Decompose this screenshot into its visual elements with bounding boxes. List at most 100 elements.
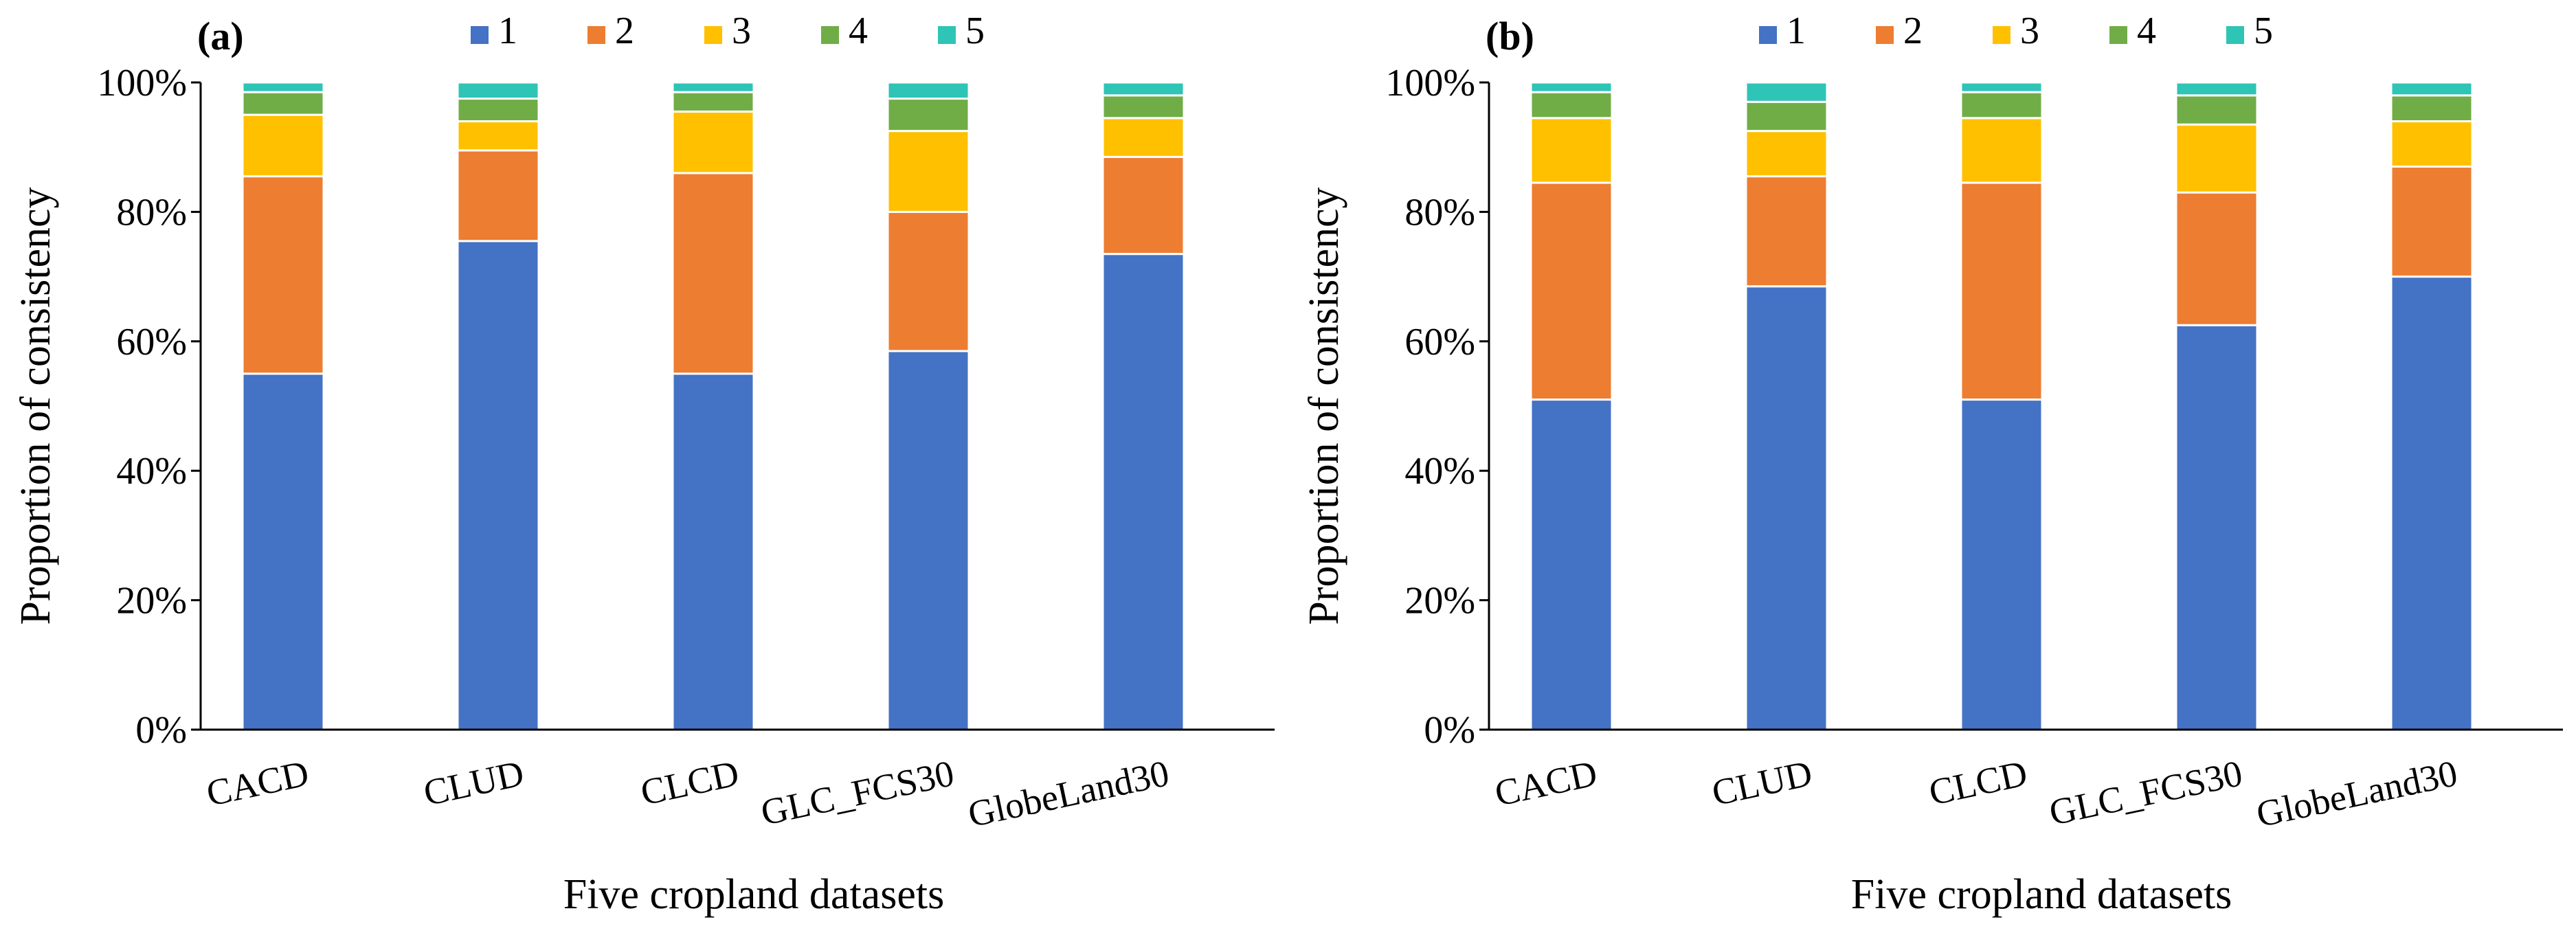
bar-cacd-series-4 bbox=[241, 91, 325, 116]
bar-clcd-series-1 bbox=[671, 372, 755, 731]
bar-cacd-series-3 bbox=[241, 113, 325, 178]
bar-globeland30-series-5 bbox=[2390, 81, 2474, 97]
bar-clcd-series-4 bbox=[1960, 91, 2043, 120]
x-category-label: CLCD bbox=[1925, 752, 2030, 813]
x-category-label: CLCD bbox=[637, 752, 742, 813]
x-category-label: GLC_FCS30 bbox=[757, 752, 957, 833]
bar-clud-series-5 bbox=[456, 81, 540, 100]
legend-swatch-3 bbox=[704, 26, 722, 44]
bar-globeland30-series-1 bbox=[2390, 276, 2474, 731]
bar-cacd-series-3 bbox=[1530, 117, 1613, 184]
bar-clcd-series-1 bbox=[1960, 398, 2043, 731]
bar-globeland30-series-2 bbox=[1101, 155, 1185, 256]
bar-clud-series-1 bbox=[456, 240, 540, 731]
bar-cacd-series-2 bbox=[1530, 181, 1613, 401]
chart-panel-b: (b) 1 2 3 4 5 0% 20% 40% 60% 80% 100% CACD CLUD CLCD GL… bbox=[1301, 10, 2563, 918]
bar-globeland30-series-4 bbox=[1101, 94, 1185, 120]
bar-globeland30-series-5 bbox=[1101, 81, 1185, 97]
bar-cacd-series-1 bbox=[1530, 398, 1613, 731]
legend-label-5: 5 bbox=[2254, 10, 2273, 52]
y-axis-title: Proportion of consistency bbox=[1301, 187, 1347, 625]
x-axis-title: Five cropland datasets bbox=[563, 871, 944, 918]
y-tick-label: 40% bbox=[116, 450, 187, 493]
legend-label-4: 4 bbox=[2137, 10, 2156, 52]
bar-cacd-series-4 bbox=[1530, 91, 1613, 120]
y-tick-label: 80% bbox=[1404, 191, 1475, 234]
x-category-label: CACD bbox=[1491, 752, 1600, 814]
bar-glc-fcs30-series-2 bbox=[886, 210, 970, 352]
panel-label: (a) bbox=[197, 14, 244, 58]
legend-swatch-1 bbox=[1759, 26, 1777, 44]
y-tick-label: 0% bbox=[1424, 709, 1475, 752]
x-axis-title: Five cropland datasets bbox=[1851, 871, 2232, 918]
bar-glc-fcs30-series-2 bbox=[2175, 191, 2259, 326]
x-category-label: CLUD bbox=[420, 752, 527, 813]
x-category-label: GlobeLand30 bbox=[965, 752, 1173, 835]
legend-swatch-5 bbox=[2226, 26, 2244, 44]
bar-clud-series-2 bbox=[456, 149, 540, 243]
y-axis-title: Proportion of consistency bbox=[12, 187, 59, 625]
legend-label-5: 5 bbox=[965, 10, 985, 52]
legend-swatch-1 bbox=[471, 26, 489, 44]
legend-label-3: 3 bbox=[732, 10, 751, 52]
legend-swatch-3 bbox=[1993, 26, 2011, 44]
bar-cacd-series-2 bbox=[241, 175, 325, 375]
bar-clcd-series-5 bbox=[671, 81, 755, 93]
bar-clcd-series-3 bbox=[1960, 117, 2043, 184]
y-tick-label: 20% bbox=[1404, 580, 1475, 622]
bar-clud-series-2 bbox=[1745, 175, 1828, 288]
legend-swatch-5 bbox=[938, 26, 956, 44]
bar-globeland30-series-1 bbox=[1101, 253, 1185, 731]
legend-swatch-2 bbox=[587, 26, 605, 44]
legend-swatch-4 bbox=[821, 26, 839, 44]
y-tick-label: 40% bbox=[1404, 450, 1475, 493]
bar-clcd-series-4 bbox=[671, 91, 755, 113]
y-tick-label: 100% bbox=[1385, 62, 1475, 104]
bar-clud-series-5 bbox=[1745, 81, 1828, 103]
chart-panel-a: (a) 1 2 3 4 5 0% 20% 40% 60% 80% 100% CACD CLUD CLCD GL… bbox=[12, 10, 1275, 918]
x-category-label: CACD bbox=[203, 752, 312, 814]
legend-label-2: 2 bbox=[1903, 10, 1923, 52]
bar-clcd-series-2 bbox=[1960, 181, 2043, 401]
bar-glc-fcs30-series-4 bbox=[886, 98, 970, 133]
panel-label: (b) bbox=[1486, 14, 1534, 58]
bar-clud-series-3 bbox=[456, 120, 540, 152]
bar-globeland30-series-3 bbox=[2390, 120, 2474, 168]
y-tick-label: 100% bbox=[97, 62, 187, 104]
x-category-label: GLC_FCS30 bbox=[2046, 752, 2245, 833]
bar-clcd-series-3 bbox=[671, 110, 755, 175]
y-tick-label: 0% bbox=[135, 709, 187, 752]
bar-glc-fcs30-series-3 bbox=[886, 130, 970, 213]
bar-cacd-series-1 bbox=[241, 372, 325, 731]
bar-clud-series-3 bbox=[1745, 130, 1828, 178]
bar-clud-series-4 bbox=[456, 98, 540, 123]
bar-clud-series-1 bbox=[1745, 285, 1828, 731]
bar-globeland30-series-2 bbox=[2390, 165, 2474, 278]
legend-swatch-2 bbox=[1876, 26, 1894, 44]
bar-glc-fcs30-series-4 bbox=[2175, 94, 2259, 126]
bar-globeland30-series-3 bbox=[1101, 117, 1185, 158]
y-tick-label: 60% bbox=[116, 321, 187, 363]
bar-clcd-series-2 bbox=[671, 172, 755, 375]
bar-cacd-series-5 bbox=[241, 81, 325, 93]
legend-label-2: 2 bbox=[615, 10, 634, 52]
bar-glc-fcs30-series-5 bbox=[886, 81, 970, 100]
legend-label-1: 1 bbox=[1787, 10, 1806, 52]
bar-glc-fcs30-series-3 bbox=[2175, 123, 2259, 194]
y-tick-label: 60% bbox=[1404, 321, 1475, 363]
y-tick-label: 20% bbox=[116, 580, 187, 622]
y-tick-label: 80% bbox=[116, 191, 187, 234]
legend-swatch-4 bbox=[2109, 26, 2127, 44]
bar-globeland30-series-4 bbox=[2390, 94, 2474, 123]
x-category-label: GlobeLand30 bbox=[2253, 752, 2461, 835]
bar-clud-series-4 bbox=[1745, 100, 1828, 133]
bar-glc-fcs30-series-1 bbox=[2175, 324, 2259, 731]
bar-glc-fcs30-series-5 bbox=[2175, 81, 2259, 97]
legend-label-4: 4 bbox=[849, 10, 868, 52]
legend-label-3: 3 bbox=[2020, 10, 2039, 52]
bar-cacd-series-5 bbox=[1530, 81, 1613, 93]
bar-glc-fcs30-series-1 bbox=[886, 350, 970, 731]
legend-label-1: 1 bbox=[498, 10, 517, 52]
